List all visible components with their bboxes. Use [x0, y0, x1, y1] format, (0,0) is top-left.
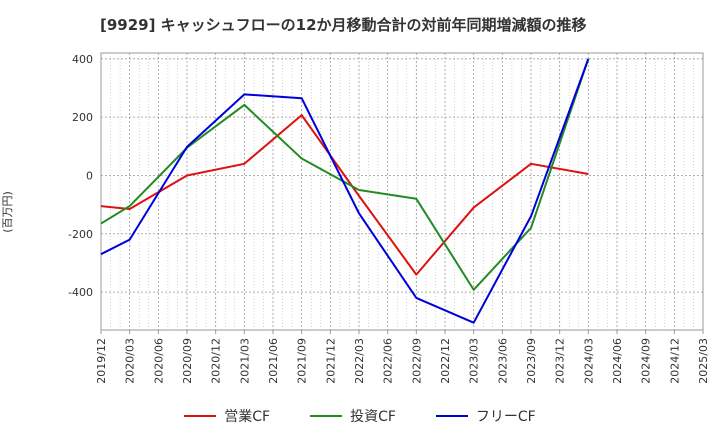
y-tick-label: 200	[72, 111, 93, 124]
x-tick-label: 2020/03	[124, 338, 137, 384]
x-tick-label: 2023/06	[496, 338, 509, 384]
series-line	[100, 58, 590, 324]
x-tick-label: 2020/09	[181, 338, 194, 384]
x-tick-label: 2024/06	[611, 338, 624, 384]
legend-label: 投資CF	[350, 409, 396, 425]
legend-item: 営業CF	[184, 406, 270, 426]
x-tick-label: 2023/12	[554, 338, 567, 384]
chart-title: [9929] キャッシュフローの12か月移動合計の対前年同期増減額の推移	[100, 16, 587, 34]
x-tick-label: 2021/06	[267, 338, 280, 384]
x-tick-label: 2024/12	[668, 338, 681, 384]
series-line	[100, 58, 590, 291]
x-tick-label: 2019/12	[95, 338, 108, 384]
x-tick-label: 2023/09	[525, 338, 538, 384]
x-tick-label: 2022/09	[410, 338, 423, 384]
y-tick-label: -200	[68, 228, 93, 241]
y-tick-label: 400	[72, 53, 93, 66]
legend: 営業CF 投資CF フリーCF	[0, 404, 720, 428]
legend-swatch	[184, 415, 217, 417]
x-tick-label: 2020/06	[152, 338, 165, 384]
x-tick-label: 2022/12	[439, 338, 452, 384]
x-tick-label: 2021/09	[296, 338, 309, 384]
y-tick-label: -400	[68, 286, 93, 299]
x-tick-label: 2022/03	[353, 338, 366, 384]
legend-swatch	[310, 415, 343, 417]
x-tick-label: 2024/09	[640, 338, 653, 384]
x-tick-label: 2025/03	[697, 338, 710, 384]
legend-item: フリーCF	[435, 406, 536, 426]
x-tick-label: 2023/03	[468, 338, 481, 384]
x-tick-label: 2022/06	[382, 338, 395, 384]
x-tick-label: 2021/03	[238, 338, 251, 384]
x-tick-label: 2024/03	[582, 338, 595, 384]
legend-label: フリーCF	[475, 409, 536, 425]
legend-label: 営業CF	[224, 409, 271, 425]
legend-swatch	[435, 415, 468, 417]
y-tick-label: 0	[86, 169, 93, 182]
plot-area	[100, 52, 704, 331]
x-tick-label: 2021/12	[324, 338, 337, 384]
x-tick-label: 2020/12	[210, 338, 223, 384]
legend-item: 投資CF	[310, 406, 396, 426]
